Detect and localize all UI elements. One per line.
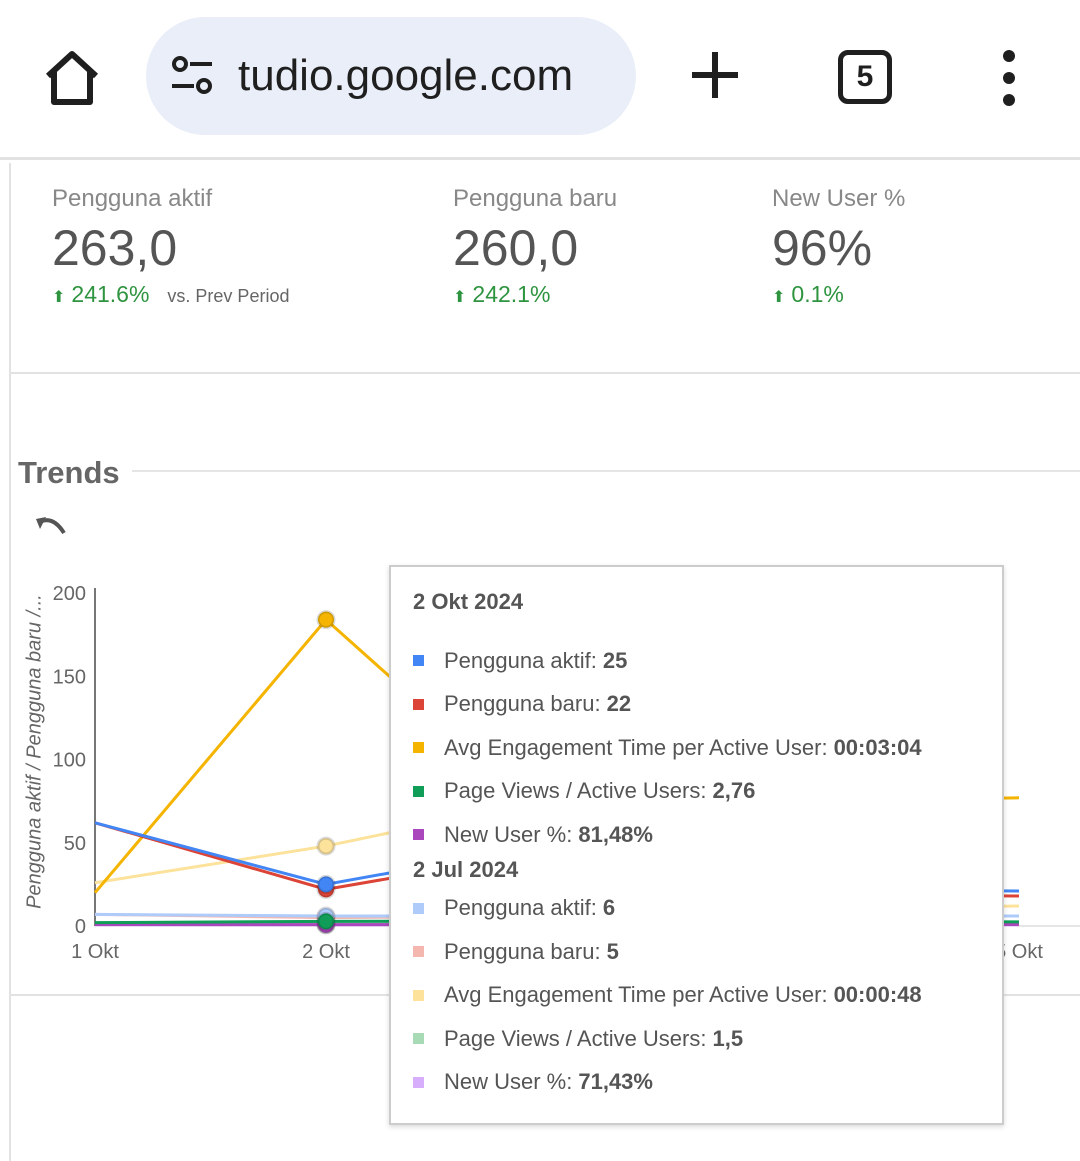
kpi-delta-value: 242.1% [472,281,551,307]
tooltip-value: 81,48% [578,821,653,847]
tooltip-row: Page Views / Active Users: 2,76 [413,770,980,814]
tooltip-label: Pengguna baru: [444,938,601,964]
legend-swatch [413,655,424,667]
kpi-value: 260,0 [453,220,579,276]
browser-toolbar: tudio.google.com 5 [0,0,1080,160]
tooltip-label: Pengguna aktif: [444,895,597,921]
x-tick-label: 2 Okt [302,941,350,963]
url-text: tudio.google.com [238,51,574,100]
kpi-delta: ⬆ 241.6% vs. Prev Period [52,281,289,308]
data-point [316,610,336,630]
tooltip-value: 1,5 [712,1025,744,1051]
tooltip-row: New User %: 71,43% [413,1061,980,1105]
tooltip-row: Pengguna baru: 22 [413,683,980,727]
legend-swatch [413,1033,424,1045]
undo-icon[interactable] [34,515,68,539]
arrow-up-icon: ⬆ [52,289,66,306]
y-tick-label: 50 [64,833,86,855]
tooltip-row: Pengguna baru: 5 [413,930,980,974]
tooltip-label: Page Views / Active Users: [444,1025,707,1051]
kpi-label: Pengguna aktif [52,185,213,212]
kpi-comparison: vs. Prev Period [167,286,290,306]
kpi-label: New User % [772,185,906,212]
tooltip-label: Avg Engagement Time per Active User: [444,982,828,1008]
tooltip-label: New User %: [444,821,573,847]
tooltip-label: New User %: [444,1069,573,1095]
divider [11,372,1080,374]
tooltip-label: Page Views / Active Users: [444,778,707,804]
kpi-delta-value: 241.6% [71,281,150,307]
tooltip-row: Page Views / Active Users: 1,5 [413,1017,980,1061]
legend-swatch [413,742,424,754]
kpi-delta: ⬆ 0.1% [772,281,905,308]
tooltip-date: 2 Okt 2024 [413,589,524,614]
tooltip-value: 5 [606,938,619,964]
legend-swatch [413,829,424,841]
address-bar[interactable]: tudio.google.com [146,17,636,135]
tooltip-row: Pengguna aktif: 25 [413,639,980,683]
tooltip-row: Pengguna aktif: 6 [413,887,980,931]
kpi-delta-value: 0.1% [791,281,844,307]
tooltip-value: 25 [602,647,628,673]
y-tick-label: 150 [53,666,86,688]
y-tick-label: 200 [53,583,86,605]
kpi-value: 263,0 [52,220,178,276]
tooltip-label: Pengguna aktif: [444,647,597,673]
tooltip-label: Pengguna baru: [444,691,601,717]
kpi-label: Pengguna baru [453,185,618,212]
legend-swatch [413,989,424,1001]
y-tick-label: 100 [53,750,86,772]
kpi-value: 96% [772,220,873,276]
x-tick-label: 5 Okt [995,941,1043,963]
home-icon[interactable] [42,48,102,108]
arrow-up-icon: ⬆ [453,289,467,306]
data-point [316,874,336,894]
kpi-delta: ⬆ 242.1% [453,281,617,308]
arrow-up-icon: ⬆ [772,289,786,306]
tooltip-value: 71,43% [578,1069,653,1095]
y-tick-label: 0 [75,916,86,938]
kpi-pengguna-aktif: Pengguna aktif 263,0 ⬆ 241.6% vs. Prev Per… [52,185,289,308]
tooltip-value: 00:03:04 [833,734,922,760]
tooltip-row: New User %: 81,48% [413,813,980,857]
data-point [316,836,336,856]
tune-icon[interactable] [168,52,216,100]
more-vert-icon[interactable] [1000,50,1018,106]
divider [132,470,1080,472]
tooltip-value: 22 [606,691,632,717]
x-tick-label: 1 Okt [71,941,119,963]
tooltip-row: Avg Engagement Time per Active User: 00:0… [413,974,980,1018]
tabs-button[interactable]: 5 [838,50,892,104]
tooltip-label: Avg Engagement Time per Active User: [444,734,828,760]
legend-swatch [413,902,424,914]
legend-swatch [413,698,424,710]
legend-swatch [413,946,424,958]
tooltip-value: 00:00:48 [833,982,922,1008]
kpi-new-user-pct: New User % 96% ⬆ 0.1% [772,185,905,308]
tooltip-row: Avg Engagement Time per Active User: 00:0… [413,726,980,770]
chart-tooltip: 2 Okt 2024 Pengguna aktif: 25 Pengguna baru… [389,565,1004,1125]
plus-icon[interactable] [690,50,740,100]
section-title: Trends [18,455,120,490]
divider [9,163,11,1161]
legend-swatch [413,1076,424,1088]
data-point [316,911,336,931]
kpi-pengguna-baru: Pengguna baru 260,0 ⬆ 242.1% [453,185,617,308]
tooltip-date: 2 Jul 2024 [413,856,519,882]
tooltip-value: 6 [602,895,616,921]
legend-swatch [413,785,424,797]
tooltip-value: 2,76 [712,778,756,804]
